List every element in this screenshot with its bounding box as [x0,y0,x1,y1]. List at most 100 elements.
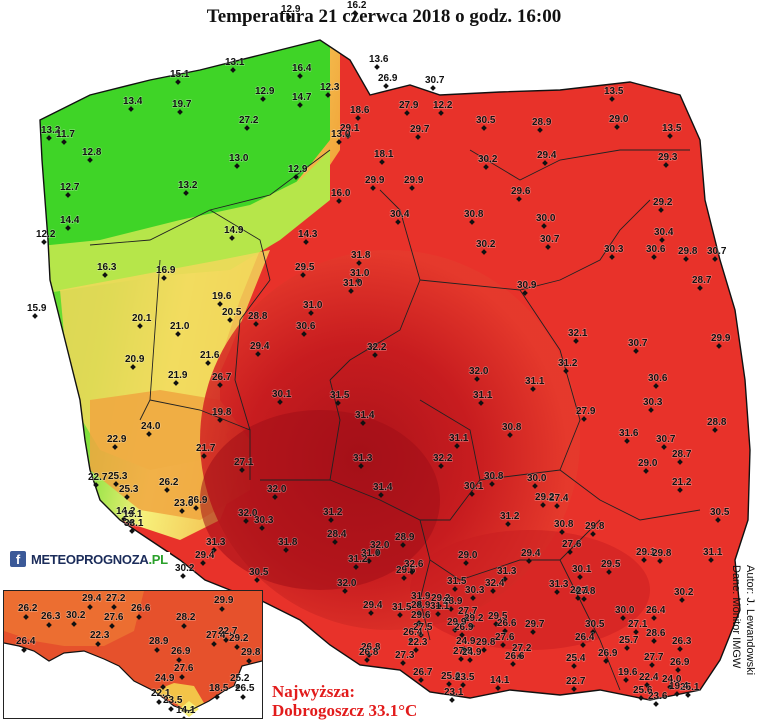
station-marker [401,575,407,581]
station-marker [435,611,441,617]
temperature-label: 19.8 [212,407,232,418]
temperature-label: 27.9 [399,100,419,111]
facebook-icon[interactable]: f [10,551,26,567]
station-marker [41,239,47,245]
temperature-label: 29.5 [295,262,315,273]
temperature-label: 29.8 [585,521,605,532]
station-marker [502,628,508,634]
station-marker [229,235,235,241]
temperature-label: 14.7 [292,92,312,103]
temperature-label: 27.5 [453,646,473,657]
station-marker [348,288,354,294]
station-marker [355,115,361,121]
temperature-label: 31.2 [558,358,578,369]
inset-temperature-label: 27.6 [104,612,124,623]
temperature-label: 26.9 [670,657,690,668]
station-marker [530,386,536,392]
station-marker [653,383,659,389]
temperature-label: 21.0 [170,321,190,332]
station-marker [493,621,499,627]
temperature-label: 23.1 [444,687,464,698]
station-marker [364,657,370,663]
station-marker [124,494,130,500]
temperature-label: 29.7 [525,619,545,630]
temperature-label: 16.4 [292,63,312,74]
temperature-label: 31.1 [525,376,545,387]
temperature-label: 29.9 [447,617,467,628]
temperature-label: 27.4 [549,493,569,504]
temperature-label: 31.2 [323,507,343,518]
station-marker [430,85,436,91]
temperature-label: 29.2 [431,593,451,604]
temperature-label: 30.7 [540,234,560,245]
logo: f METEOPROGNOZA.PL [10,549,170,569]
temperature-label: 30.7 [656,434,676,445]
logo-text-suffix: .PL [148,551,168,567]
temperature-label: 27.3 [395,650,415,661]
station-marker [300,272,306,278]
temperature-label: 14.9 [224,225,244,236]
temperature-label: 13.2 [178,180,198,191]
station-marker [356,260,362,266]
temperature-label: 29.6 [411,610,431,621]
temperature-label: 31.0 [350,268,370,279]
inset-station-marker [234,644,240,650]
temperature-label: 12.9 [255,86,275,97]
temperature-label: 12.3 [320,82,340,93]
station-marker [716,343,722,349]
temperature-label: 31.1 [473,390,493,401]
station-marker [161,275,167,281]
inset-station-marker [109,623,115,629]
station-marker [374,64,380,70]
station-marker [458,656,464,662]
station-marker [234,163,240,169]
inset-temperature-label: 28.9 [149,636,169,647]
station-marker [254,577,260,583]
station-marker [418,632,424,638]
temperature-label: 20.9 [125,354,145,365]
temperature-label: 30.1 [464,481,484,492]
station-marker [674,691,680,697]
station-marker [113,481,119,487]
inset-station-marker [156,699,162,705]
station-marker [217,382,223,388]
temperature-label: 27.9 [576,406,596,417]
station-marker [325,92,331,98]
temperature-label: 26.3 [672,636,692,647]
station-marker [283,547,289,553]
temperature-label: 28.8 [707,417,727,428]
temperature-label: 29.0 [609,114,629,125]
temperature-label: 12.2 [433,100,453,111]
station-marker [345,133,351,139]
temperature-label: 12.2 [36,229,56,240]
temperature-label: 26.6 [497,618,517,629]
station-marker [460,682,466,688]
temperature-label: 25.6 [441,671,461,682]
temperature-label: 24.9 [462,647,482,658]
station-marker [571,686,577,692]
station-marker [481,249,487,255]
temperature-label: 21.2 [672,477,692,488]
logo-text[interactable]: METEOPROGNOZA.PL [29,551,170,567]
temperature-label: 29.2 [653,197,673,208]
temperature-label: 31.2 [500,511,520,522]
station-marker [260,96,266,102]
temperature-label: 33.1 [124,518,144,529]
temperature-label: 30.6 [296,321,316,332]
temperature-label: 13.4 [123,96,143,107]
station-marker [177,109,183,115]
station-marker [217,301,223,307]
station-marker [537,127,543,133]
inset-station-marker [181,623,187,629]
station-marker [308,310,314,316]
station-marker [609,96,615,102]
station-marker [65,192,71,198]
station-marker [502,576,508,582]
station-marker [211,547,217,553]
temperature-label: 30.2 [476,239,496,250]
station-marker [516,196,522,202]
station-marker [303,239,309,245]
temperature-label: 30.1 [572,564,592,575]
temperature-label: 28.6 [646,628,666,639]
station-marker [87,157,93,163]
